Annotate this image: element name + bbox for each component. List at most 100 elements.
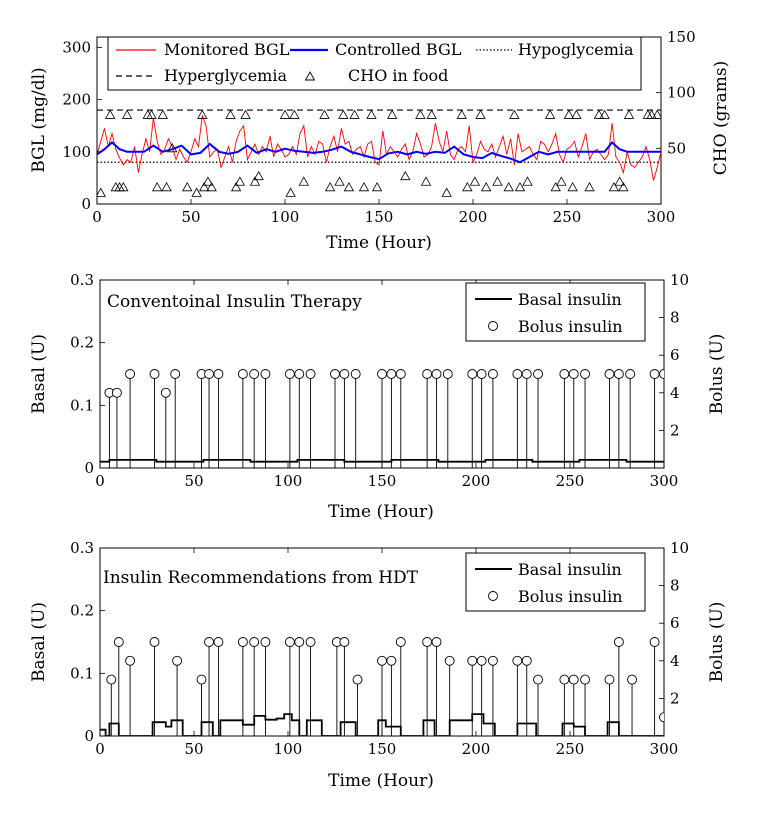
conventional-x-tick-label: 0 — [95, 472, 105, 490]
hdt-bolus-marker — [649, 637, 660, 647]
cho-marker — [234, 176, 246, 186]
conventional-bolus-marker — [260, 369, 271, 379]
cho-marker — [614, 176, 625, 186]
cho-marker — [167, 143, 178, 153]
hdt-bolus-marker — [659, 712, 664, 723]
conventional-bolus-marker — [339, 369, 350, 379]
conventional-bolus-marker — [442, 369, 453, 379]
bgl-x-tick-label: 0 — [92, 208, 102, 226]
hdt-y2-tick-label: 10 — [670, 539, 689, 557]
conventional-bolus-marker — [613, 369, 624, 379]
hdt-bolus-marker — [476, 655, 487, 666]
cho-marker — [324, 181, 336, 192]
cho-marker — [420, 176, 432, 186]
hdt-bolus-marker — [149, 637, 160, 647]
cho-marker — [240, 109, 251, 119]
hdt-bolus-marker — [305, 637, 316, 647]
bgl-legend-box — [107, 36, 642, 91]
cho-marker — [556, 176, 567, 186]
hdt-bolus-marker — [237, 637, 248, 647]
hdt-bolus-marker — [172, 655, 183, 666]
hdt-x-tick-label: 250 — [556, 740, 585, 758]
cho-marker — [334, 176, 345, 186]
hdt-x-tick-label: 50 — [184, 740, 203, 758]
hdt-bolus-marker — [559, 674, 570, 685]
conventional-bolus-marker — [559, 369, 570, 379]
cho-marker — [618, 181, 629, 192]
hdt-bolus-marker — [204, 637, 214, 647]
conventional-x-tick-label: 200 — [462, 472, 491, 490]
cho-marker — [157, 109, 168, 119]
cho-marker — [492, 176, 503, 186]
hdt-bolus-marker — [125, 655, 136, 666]
conventional-bolus-marker — [533, 369, 543, 379]
hdt-bolus-marker — [604, 674, 615, 685]
bgl-y-axis-label: BGL (mg/dl) — [29, 67, 49, 172]
cho-marker — [191, 187, 202, 197]
conventional-y2-tick-label: 4 — [670, 384, 680, 402]
hdt-bolus-marker — [444, 655, 455, 666]
cho-marker — [349, 109, 360, 119]
hdt-x-tick-label: 150 — [368, 740, 397, 758]
cho-marker — [371, 181, 383, 192]
conventional-x-tick-label: 150 — [368, 472, 397, 490]
conventional-bolus-marker — [330, 369, 340, 379]
cho-marker — [358, 181, 370, 192]
cho-marker — [161, 181, 172, 192]
conventional-bolus-marker — [160, 387, 171, 398]
conventional-basal-axis-label: Basal (U) — [29, 334, 49, 414]
hdt-bolus-marker — [196, 674, 207, 685]
cho-marker — [298, 176, 309, 186]
conventional-bolus-marker — [422, 369, 433, 379]
conventional-bolus-marker — [125, 369, 136, 379]
cho-marker — [249, 176, 261, 186]
hdt-legend: Basal insulin Bolus insulin — [465, 552, 646, 612]
hdt-y2-tick-label: 6 — [670, 614, 680, 632]
bgl-x-tick-label: 100 — [271, 208, 300, 226]
cho-marker — [400, 170, 411, 181]
hdt-bolus-marker — [627, 674, 637, 685]
hdt-bolus-marker — [249, 637, 260, 647]
conventional-x-tick-label: 50 — [184, 472, 203, 490]
conventional-x-tick-label: 100 — [274, 472, 303, 490]
cho-marker — [608, 181, 620, 192]
hdt-x-tick-label: 300 — [650, 740, 679, 758]
bgl-x-tick-label: 200 — [459, 208, 488, 226]
conventional-y-tick-label: 0 — [84, 459, 94, 477]
conventional-x-axis-label: Time (Hour) — [328, 502, 434, 522]
cho-marker — [544, 109, 556, 119]
conventional-legend-box — [465, 282, 646, 342]
conventional-legend: Basal insulin Bolus insulin — [465, 282, 646, 342]
conventional-bolus-marker — [350, 369, 361, 379]
hdt-x-tick-label: 200 — [462, 740, 491, 758]
hdt-bolus-marker — [487, 655, 498, 666]
conventional-y-tick-label: 0.1 — [70, 396, 94, 414]
cho-marker — [104, 109, 116, 119]
hdt-y2-tick-label: 8 — [670, 577, 680, 595]
hdt-legend-box — [465, 552, 646, 612]
cho-marker — [571, 109, 582, 119]
cho-marker — [462, 181, 473, 192]
hdt-bolus-marker — [377, 655, 387, 666]
cho-marker — [441, 187, 452, 197]
conventional-bolus-marker — [512, 369, 523, 379]
hdt-bolus-marker — [568, 674, 579, 685]
cho-marker — [584, 181, 595, 192]
conventional-annotation: Conventoinal Insulin Therapy — [107, 292, 362, 312]
cho-marker — [225, 109, 236, 119]
hdt-bolus-axis-label: Bolus (U) — [707, 602, 727, 683]
hdt-y2-tick-label: 4 — [670, 652, 680, 670]
bgl-y-tick-label: 100 — [62, 143, 91, 161]
hdt-x-axis-label: Time (Hour) — [328, 771, 434, 791]
conventional-bolus-marker — [284, 369, 295, 379]
conventional-bolus-marker — [431, 369, 442, 379]
conventional-bolus-marker — [249, 369, 260, 379]
conventional-y2-tick-label: 2 — [670, 421, 680, 439]
hdt-y-tick-label: 0.3 — [70, 539, 94, 557]
hdt-bolus-marker — [613, 637, 624, 647]
bgl-x-tick-label: 250 — [553, 208, 582, 226]
cho-marker — [230, 181, 242, 192]
conventional-bolus-marker — [170, 369, 181, 379]
controlled-bgl-line — [97, 140, 661, 164]
hdt-bolus-marker — [521, 655, 532, 666]
